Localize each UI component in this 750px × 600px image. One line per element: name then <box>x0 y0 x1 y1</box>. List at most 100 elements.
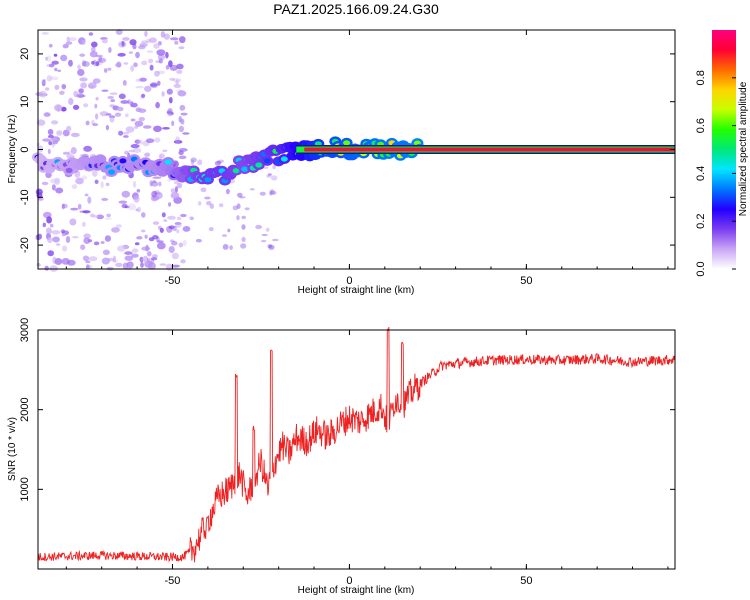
spectrogram-ridge-cell <box>232 168 240 174</box>
spectrogram-noise-cell <box>130 65 135 72</box>
spectrogram-noise-cell <box>272 164 276 170</box>
spectrogram-noise-cell <box>225 188 230 195</box>
spectrogram-noise-cell <box>49 43 53 48</box>
spectrogram-noise-cell <box>182 226 191 232</box>
spectrogram-noise-cell <box>159 153 165 159</box>
spectrogram-noise-cell <box>138 117 145 122</box>
spectrogram-noise-cell <box>174 40 179 45</box>
spectrogram-noise-cell <box>180 118 185 125</box>
spectrogram-noise-cell <box>50 76 59 81</box>
spectrogram-noise-cell <box>105 182 110 187</box>
spectrogram-noise-cell <box>44 265 49 271</box>
spectrogram-ridge-cell <box>204 177 212 183</box>
spectrogram-noise-cell <box>151 254 158 258</box>
spectrogram-noise-cell <box>149 83 158 87</box>
snr-x-axis-label: Height of straight line (km) <box>298 585 415 596</box>
spectrogram-noise-cell <box>36 119 46 126</box>
spectrogram-noise-cell <box>81 39 86 45</box>
spectrogram-noise-cell <box>132 180 137 188</box>
spectrogram-noise-cell <box>197 201 202 206</box>
spectrogram-noise-cell <box>47 134 54 139</box>
spectrogram-noise-cell <box>157 70 166 75</box>
spectrogram-noise-cell <box>51 184 56 191</box>
snr-y-tick-label: 2000 <box>19 397 31 421</box>
spectrogram-noise-cell <box>155 101 160 109</box>
spectrogram-band-core <box>304 147 675 152</box>
snr-y-axis-label: SNR (10 * v/v) <box>7 417 18 481</box>
spectrogram-noise-cell <box>45 87 50 91</box>
spectrogram-noise-cell <box>56 130 63 136</box>
spectrogram-noise-cell <box>95 61 100 67</box>
spectrogram-noise-cell <box>176 216 182 221</box>
spectrogram-noise-cell <box>143 125 152 129</box>
snr-y-tick-label: 1000 <box>19 477 31 501</box>
spectrogram-noise-cell <box>46 75 53 82</box>
spectrogram-noise-cell <box>102 249 110 256</box>
spectrogram-ridge-cell <box>255 162 263 168</box>
spectrogram-noise-cell <box>49 63 55 68</box>
spectrogram-noise-cell <box>151 181 159 187</box>
spectrogram-noise-cell <box>133 195 140 203</box>
spectrogram-noise-cell <box>65 41 73 45</box>
spectrogram-noise-cell <box>41 79 46 85</box>
spectrogram-noise-cell <box>54 84 60 90</box>
spectrogram-noise-cell <box>117 245 126 252</box>
spectrogram-noise-cell <box>171 264 180 268</box>
spectrogram-noise-cell <box>189 216 194 221</box>
spectrogram-noise-cell <box>117 52 126 57</box>
spectrogram-noise-cell <box>240 243 247 249</box>
spectrogram-noise-cell <box>163 33 170 40</box>
spectrogram-noise-cell <box>41 181 49 186</box>
spectrogram-noise-cell <box>91 119 95 126</box>
spectrogram-noise-cell <box>61 258 70 265</box>
spectrogram-noise-cell <box>95 113 99 120</box>
spectrogram-y-axis-label: Frequency (Hz) <box>7 115 18 184</box>
spectrogram-noise-cell <box>270 175 278 181</box>
spectrogram-noise-cell <box>42 222 46 228</box>
spectrogram-noise-cell <box>176 229 180 234</box>
spectrogram-noise-cell <box>241 237 246 242</box>
spectrogram-ridge-cell <box>241 166 249 172</box>
spectrogram-noise-cell <box>161 91 165 97</box>
spectrogram-noise-cell <box>150 257 158 261</box>
spectrogram-noise-cell <box>265 227 270 232</box>
spectrogram-ridge-layer <box>32 136 675 186</box>
spectrogram-noise-cell <box>197 159 203 166</box>
spectrogram-noise-cell <box>83 233 91 239</box>
spectrogram-ridge-cell <box>65 167 73 173</box>
spectrogram-noise-cell <box>51 136 60 143</box>
spectrogram-noise-cell <box>89 51 98 58</box>
spectrogram-x-ticks: -50 0 50 <box>65 30 669 287</box>
spectrogram-ridge-cell <box>119 158 127 164</box>
spectrogram-noise-cell <box>129 39 137 46</box>
spectrogram-noise-cell <box>46 216 52 224</box>
spectrogram-noise-cell <box>178 155 187 160</box>
spectrogram-noise-cell <box>209 203 214 209</box>
spectrogram-noise-cell <box>51 230 61 235</box>
colorbar-gradient <box>712 30 736 269</box>
spectrogram-noise-cell <box>97 57 107 63</box>
spectrogram-noise-cell <box>182 132 190 135</box>
spectrogram-noise-cell <box>82 221 86 227</box>
spectrogram-noise-cell <box>177 90 187 97</box>
spectrogram-noise-cell <box>94 179 99 184</box>
spectrogram-noise-cell <box>79 77 88 82</box>
spectrogram-noise-cell <box>169 77 175 81</box>
spectrogram-noise-cell <box>135 85 144 89</box>
spectrogram-noise-cell <box>52 140 58 145</box>
spectrogram-noise-cell <box>150 82 158 89</box>
spectrogram-noise-cell <box>172 225 177 232</box>
spectrogram-noise-cell <box>68 59 73 67</box>
spectrogram-noise-cell <box>222 244 229 250</box>
spectrogram-noise-cell <box>102 39 108 44</box>
spectrogram-noise-cell <box>91 46 96 53</box>
spectrogram-noise-cell <box>236 215 240 221</box>
spectrogram-noise-cell <box>46 64 56 67</box>
spectrogram-noise-cell <box>146 257 151 264</box>
spectrogram-noise-cell <box>179 104 186 111</box>
spectrogram-noise-cell <box>111 227 120 233</box>
spectrogram-noise-cell <box>68 97 74 105</box>
spectrogram-noise-cell <box>268 244 275 250</box>
spectrogram-noise-cell <box>87 82 97 89</box>
spectrogram-noise-cell <box>101 257 110 265</box>
